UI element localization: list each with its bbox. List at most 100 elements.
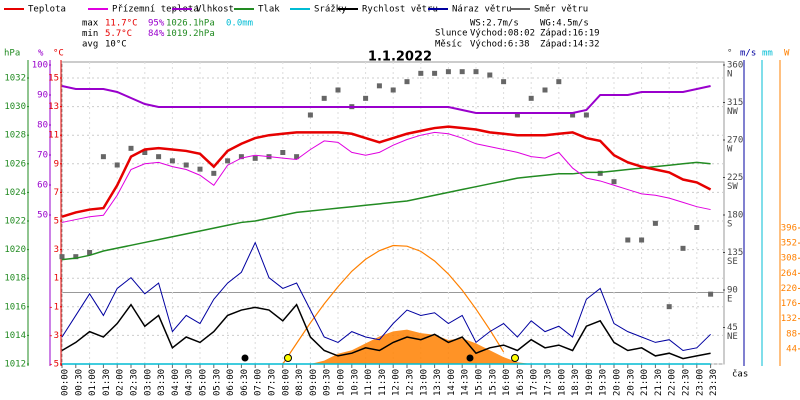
direction-mark xyxy=(680,245,686,251)
solar-tick-label: 220 xyxy=(781,284,797,294)
temp-tick-label: 15 xyxy=(48,74,59,84)
x-tick-label: 05:30 xyxy=(212,369,222,396)
compass-label: SW xyxy=(727,182,738,192)
x-tick-label: 08:30 xyxy=(295,369,305,396)
direction-mark xyxy=(570,112,576,118)
stat-value: 10°C xyxy=(105,40,127,50)
press-tick-label: 1026 xyxy=(4,159,26,169)
temp-tick-label: -3 xyxy=(48,331,59,341)
press-tick-label: 1020 xyxy=(4,245,26,255)
legend-label: Vlhkost xyxy=(196,5,234,15)
dir-tick-label: 315 xyxy=(727,98,743,108)
press-tick-label: 1022 xyxy=(4,217,26,227)
stat-value: 5.7°C xyxy=(105,29,132,39)
direction-mark xyxy=(280,150,286,155)
direction-mark xyxy=(73,254,79,260)
sun-rise: Východ:08:02 xyxy=(470,29,535,39)
direction-mark xyxy=(100,154,106,160)
hum-tick-label: 70 xyxy=(37,151,48,161)
x-tick-label: 15:30 xyxy=(488,369,498,396)
direction-mark xyxy=(694,225,700,230)
direction-mark xyxy=(169,158,175,164)
stat-value: 95% xyxy=(148,19,165,29)
x-tick-label: 13:30 xyxy=(433,369,443,396)
x-tick-label: 21:00 xyxy=(640,369,650,396)
axis-unit: % xyxy=(38,49,44,59)
temp-tick-label: -5 xyxy=(48,360,59,370)
dir-tick-label: 135 xyxy=(727,248,743,258)
x-tick-label: 04:30 xyxy=(185,369,195,396)
direction-mark xyxy=(307,112,313,118)
stat-value: 1019.2hPa xyxy=(166,29,215,39)
stat-value: 11.7°C xyxy=(105,19,138,29)
compass-label: NW xyxy=(727,107,738,117)
moon-rise: Východ:6:38 xyxy=(470,40,530,50)
x-tick-label: 05:00 xyxy=(199,369,209,396)
direction-mark xyxy=(335,87,341,93)
direction-mark xyxy=(114,162,120,168)
stat-value: 0.0mm xyxy=(226,19,253,29)
series-line xyxy=(61,161,711,261)
x-tick-label: 03:00 xyxy=(143,369,153,396)
direction-mark xyxy=(459,69,465,75)
x-tick-label: 12:00 xyxy=(392,369,402,396)
compass-label: W xyxy=(727,145,733,155)
x-tick-label: 10:00 xyxy=(337,369,347,396)
direction-mark xyxy=(708,291,714,297)
direction-mark xyxy=(252,155,258,161)
direction-mark xyxy=(390,87,396,93)
legend-label: Tlak xyxy=(258,5,280,15)
direction-mark xyxy=(639,237,645,243)
direction-mark xyxy=(528,95,534,101)
axis-unit: mm xyxy=(762,49,773,59)
x-tick-label: 20:30 xyxy=(626,369,636,396)
x-tick-label: 19:30 xyxy=(599,369,609,396)
direction-mark xyxy=(597,170,603,176)
hum-tick-label: 50 xyxy=(37,211,48,221)
direction-mark xyxy=(652,220,658,226)
direction-mark xyxy=(432,70,438,76)
direction-mark xyxy=(487,72,493,78)
direction-mark xyxy=(128,145,134,151)
direction-mark xyxy=(211,170,217,176)
solar-tick-label: 88 xyxy=(786,329,797,339)
direction-mark xyxy=(542,87,548,93)
chart-title: 1.1.2022 xyxy=(368,50,432,65)
direction-mark xyxy=(501,79,507,85)
solar-tick-label: 308 xyxy=(781,254,797,264)
legend-label: Rychlost větru xyxy=(362,5,438,15)
sunrise-icon xyxy=(284,354,292,362)
legend-label: Přízemní teplota xyxy=(112,5,199,15)
hum-tick-label: 80 xyxy=(37,121,48,131)
sun-set: Západ:16:19 xyxy=(540,29,600,39)
solar-tick-label: 396 xyxy=(781,224,797,234)
press-tick-label: 1024 xyxy=(4,188,26,198)
press-tick-label: 1032 xyxy=(4,74,26,84)
x-tick-label: 02:30 xyxy=(130,369,140,396)
compass-label: NE xyxy=(727,332,738,342)
solar-tick-label: 132 xyxy=(781,314,797,324)
legend-label: Náraz větru xyxy=(452,5,512,15)
x-tick-label: 19:00 xyxy=(585,369,595,396)
x-tick-label: 01:30 xyxy=(102,369,112,396)
temp-tick-label: 1 xyxy=(54,274,59,284)
x-tick-label: 22:30 xyxy=(682,369,692,396)
x-tick-label: 00:30 xyxy=(74,369,84,396)
dir-tick-label: 270 xyxy=(727,136,743,146)
temp-tick-label: 5 xyxy=(54,217,59,227)
direction-mark xyxy=(473,69,479,75)
moonrise-icon xyxy=(241,354,249,362)
series-line xyxy=(61,241,711,352)
x-tick-label: 16:00 xyxy=(502,369,512,396)
compass-label: N xyxy=(727,70,732,80)
x-tick-label: 08:00 xyxy=(281,369,291,396)
temp-tick-label: 7 xyxy=(54,188,59,198)
direction-mark xyxy=(294,154,300,160)
press-tick-label: 1028 xyxy=(4,131,26,141)
x-tick-label: 07:00 xyxy=(254,369,264,396)
direction-mark xyxy=(404,79,410,85)
dir-tick-label: 45 xyxy=(727,323,738,333)
direction-mark xyxy=(445,69,451,75)
axis-unit: ° xyxy=(727,49,732,59)
direction-mark xyxy=(363,95,369,101)
